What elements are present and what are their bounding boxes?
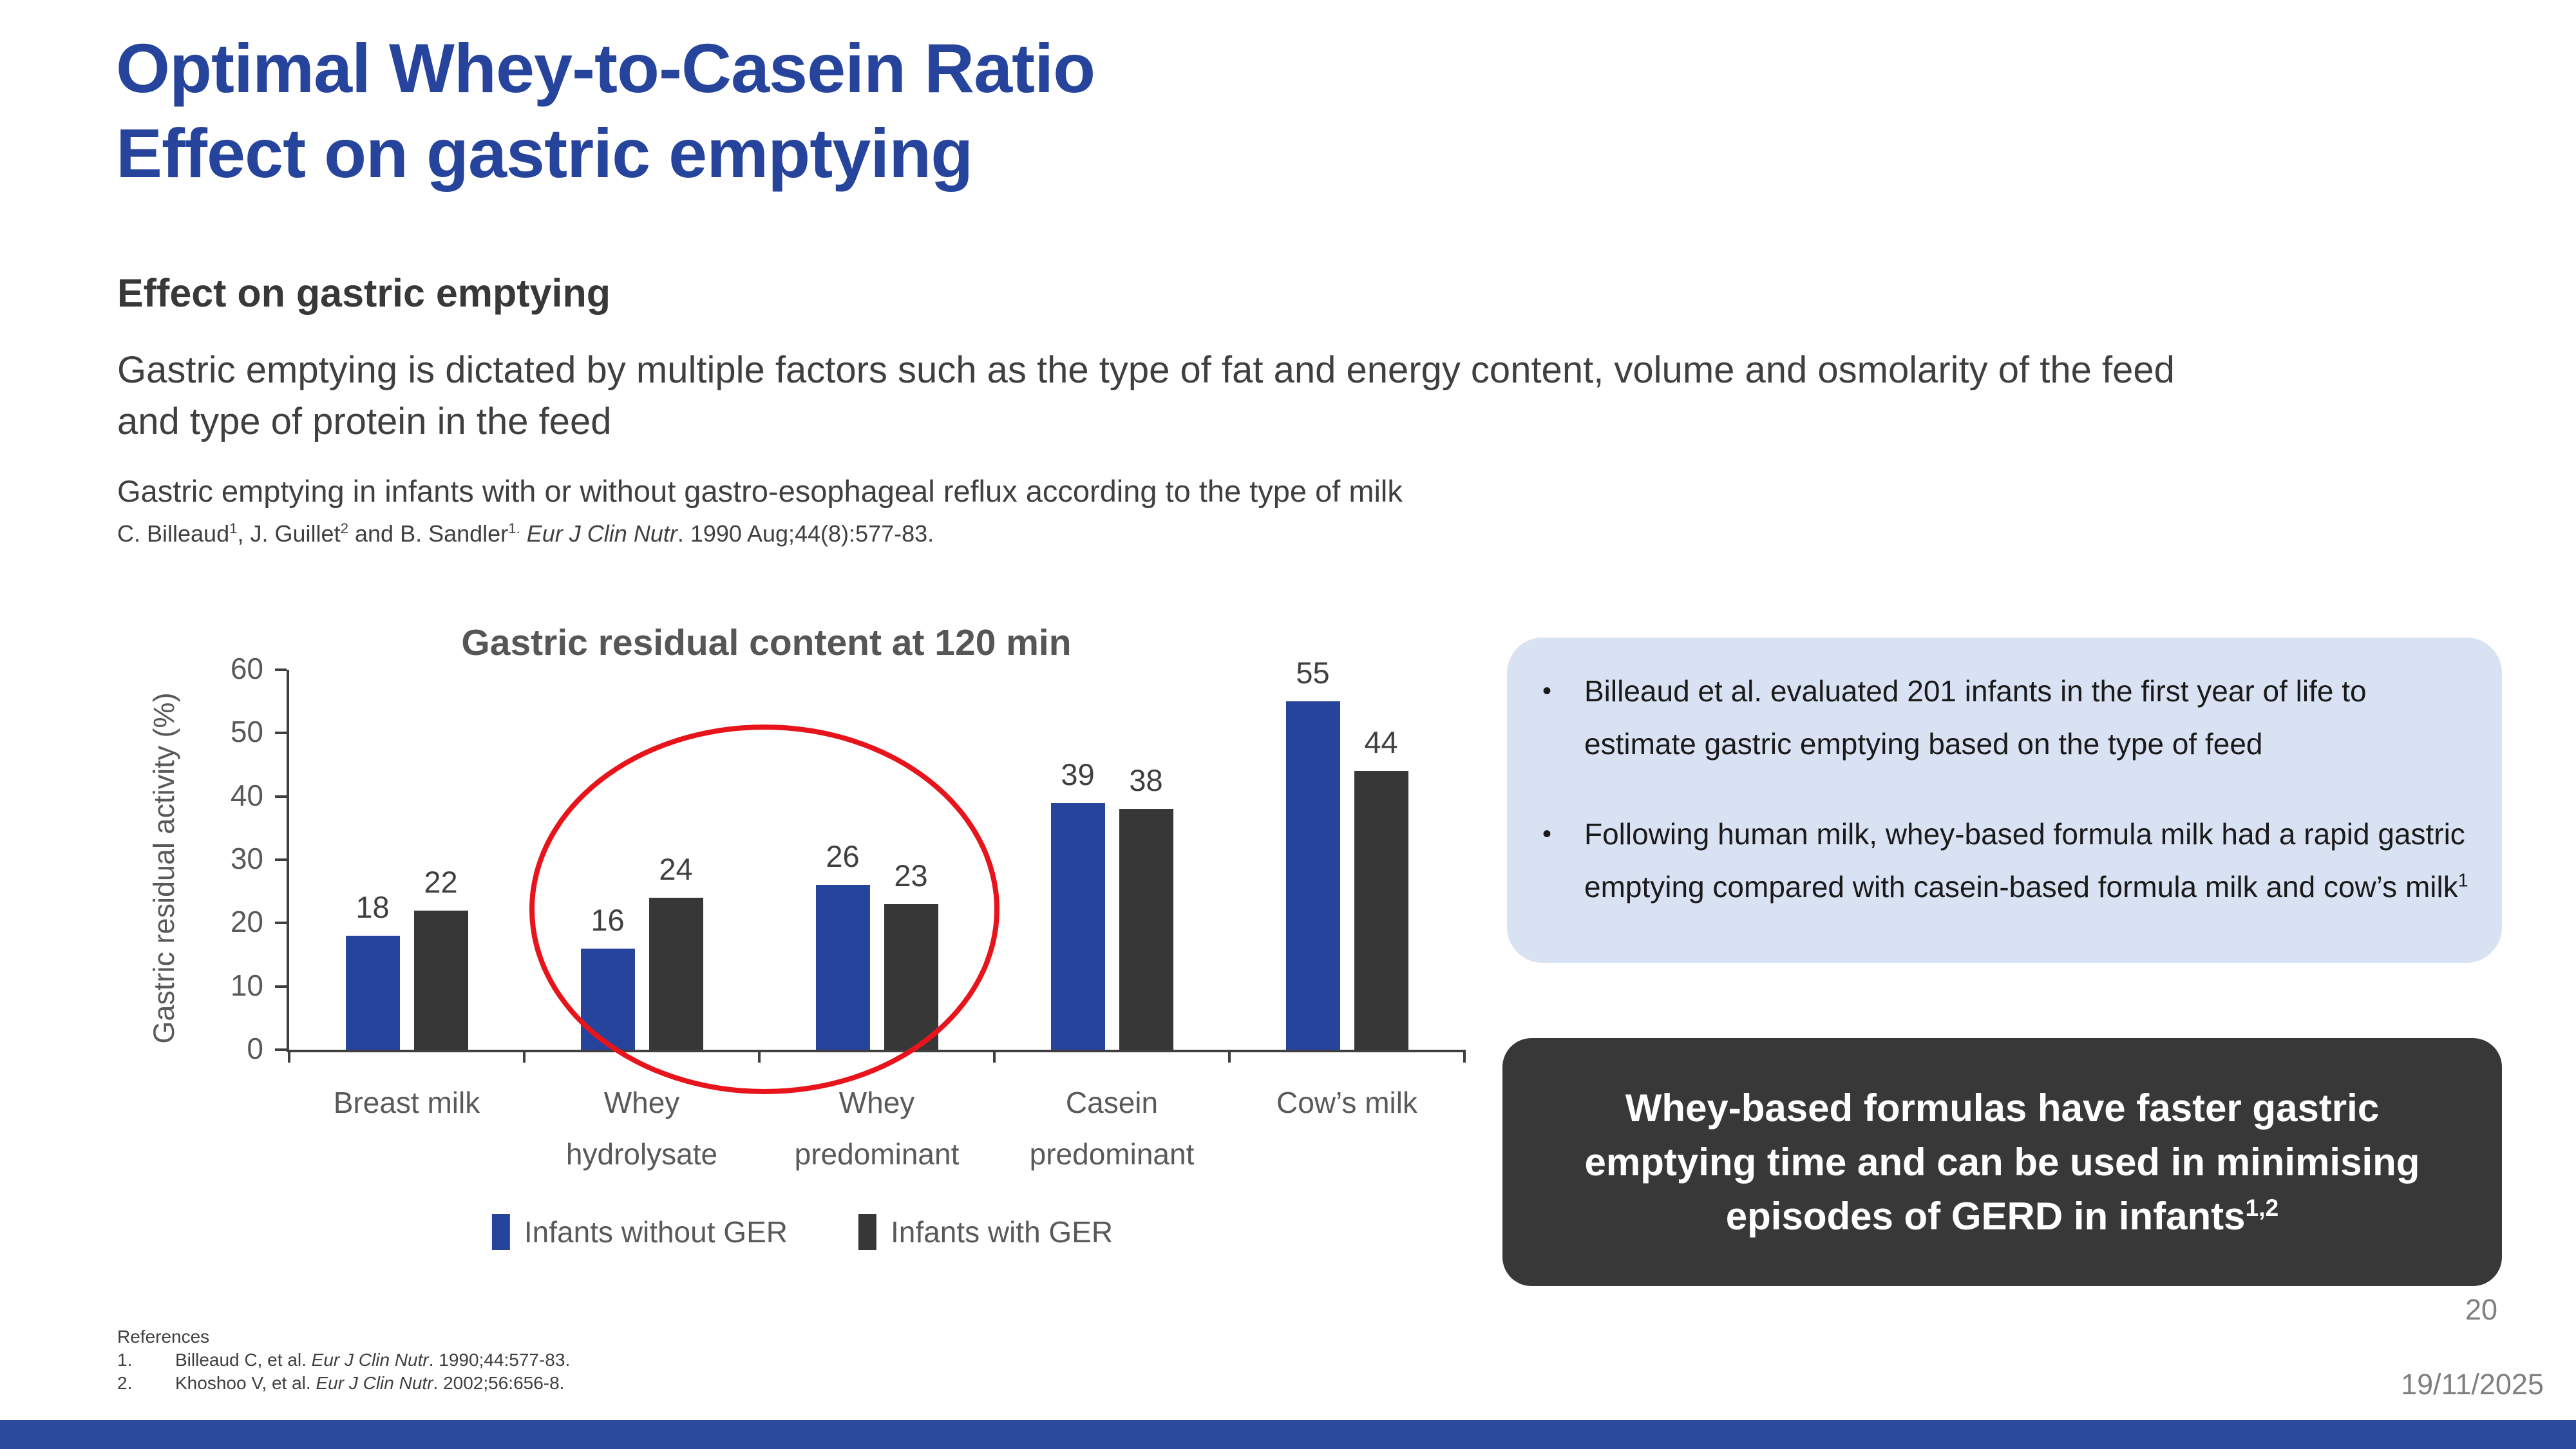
finding-bullet-2-text: Following human milk, whey-based formula… — [1584, 817, 2465, 904]
y-axis-tick-label: 30 — [230, 842, 263, 875]
page-title: Optimal Whey-to-Casein Ratio Effect on g… — [116, 26, 1095, 196]
y-axis-tick — [275, 985, 287, 988]
y-axis-tick-label: 60 — [230, 652, 263, 685]
bar-infants-without-ger-4 — [1285, 701, 1340, 1050]
bar-value-label: 22 — [424, 864, 458, 899]
bar-infants-without-ger-3 — [1050, 802, 1105, 1050]
citation-sup-2: 2 — [340, 520, 348, 536]
x-axis-tick — [288, 1050, 290, 1063]
slide-date: 19/11/2025 — [2401, 1368, 2544, 1401]
y-axis-tick — [275, 1048, 287, 1051]
y-axis-tick — [275, 858, 287, 861]
bullet-icon: • — [1542, 677, 1552, 705]
finding-bullet-1-text: Billeaud et al. evaluated 201 infants in… — [1584, 674, 2367, 761]
y-axis-tick-label: 40 — [230, 778, 263, 812]
bottom-accent-bar — [0, 1420, 2576, 1449]
bar-value-label: 44 — [1364, 725, 1398, 760]
study-description: Gastric emptying in infants with or with… — [117, 474, 1403, 508]
page-number: 20 — [2465, 1293, 2497, 1326]
y-axis-tick — [275, 668, 287, 671]
bar-value-label: 38 — [1129, 763, 1163, 798]
bar-infants-with-ger-4 — [1354, 771, 1408, 1050]
citation-journal: Eur J Clin Nutr — [520, 520, 677, 547]
x-axis-tick — [993, 1050, 996, 1063]
legend-item: Infants with GER — [858, 1214, 1113, 1250]
references-block: References 1. Billeaud C, et al. Eur J C… — [117, 1325, 570, 1395]
y-axis-tick — [275, 795, 287, 798]
bar-value-label: 18 — [355, 890, 390, 924]
emphasis-ellipse — [529, 724, 999, 1094]
references-label: References — [117, 1327, 210, 1347]
bar-infants-with-ger-0 — [413, 910, 468, 1050]
reference-item: 2. Khoshoo V, et al. Eur J Clin Nutr. 20… — [117, 1373, 565, 1393]
y-axis-tick — [275, 732, 287, 735]
category-label: Breast milk — [333, 1086, 480, 1119]
citation-tail: . 1990 Aug;44(8):577-83. — [677, 520, 934, 547]
category-label: Cow’s milk — [1276, 1086, 1417, 1119]
category-label: Whey hydrolysate — [565, 1086, 718, 1171]
citation-sup-3: 1. — [508, 520, 520, 536]
chart-legend: Infants without GER Infants with GER — [491, 1214, 1113, 1250]
bullet-icon: • — [1542, 820, 1552, 848]
legend-swatch-icon — [491, 1214, 510, 1250]
finding-bullet-1: • Billeaud et al. evaluated 201 infants … — [1542, 665, 2473, 770]
citation-sup-1: 1 — [229, 520, 238, 536]
y-axis-tick — [275, 922, 287, 925]
y-axis-tick-label: 0 — [247, 1032, 263, 1065]
reference-item: 1. Billeaud C, et al. Eur J Clin Nutr. 1… — [117, 1350, 571, 1370]
study-citation: C. Billeaud1, J. Guillet2 and B. Sandler… — [117, 520, 934, 547]
page-title-line2: Effect on gastric emptying — [116, 114, 973, 192]
key-message-box: Whey-based formulas have faster gastric … — [1502, 1038, 2502, 1286]
bar-infants-with-ger-3 — [1119, 809, 1173, 1050]
legend-item: Infants without GER — [491, 1214, 788, 1250]
bar-value-label: 39 — [1061, 757, 1095, 791]
bar-chart-plot-area: Infants without GER Infants with GER 0 10 2… — [231, 652, 1466, 1250]
legend-label: Infants with GER — [890, 1215, 1113, 1249]
y-axis-title: Gastric residual activity (%) — [147, 692, 180, 1044]
finding-bullet-2-ref: 1 — [2458, 870, 2468, 891]
intro-paragraph: Gastric emptying is dictated by multiple… — [117, 349, 2175, 442]
bar-infants-without-ger-0 — [345, 936, 400, 1050]
legend-label: Infants without GER — [524, 1215, 788, 1249]
study-findings-box: • Billeaud et al. evaluated 201 infants … — [1507, 638, 2502, 963]
y-axis-tick-label: 50 — [230, 715, 263, 749]
key-message-text: Whey-based formulas have faster gastric … — [1584, 1086, 2420, 1238]
chart-title: Gastric residual content at 120 min — [461, 622, 1072, 663]
finding-bullet-2: • Following human milk, whey-based formu… — [1542, 808, 2473, 913]
citation-authors: C. Billeaud — [117, 520, 230, 547]
legend-swatch-icon — [858, 1214, 876, 1250]
section-heading: Effect on gastric emptying — [117, 271, 611, 315]
y-axis-tick-label: 20 — [230, 905, 263, 939]
x-axis-tick — [1463, 1050, 1466, 1063]
page-title-line1: Optimal Whey-to-Casein Ratio — [116, 29, 1095, 107]
category-label: Casein predominant — [1029, 1086, 1195, 1171]
x-axis-tick — [1228, 1050, 1231, 1063]
category-label: Whey predominant — [794, 1086, 960, 1171]
x-axis-tick — [523, 1050, 526, 1063]
bar-value-label: 55 — [1296, 656, 1330, 690]
y-axis-tick-label: 10 — [230, 968, 263, 1002]
key-message-refs: 1,2 — [2245, 1193, 2279, 1221]
